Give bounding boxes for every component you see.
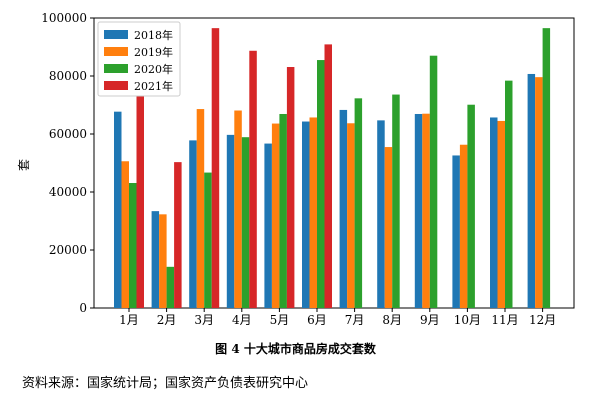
- bar-2019年-6月: [309, 117, 317, 308]
- x-tick-label: 9月: [420, 313, 440, 327]
- bar-2020年-9月: [429, 55, 438, 309]
- x-tick-label: 12月: [529, 313, 556, 327]
- bar-2018年-2月: [151, 211, 160, 308]
- bar-2020年-6月: [317, 60, 325, 308]
- bar-2019年-4月: [234, 110, 242, 308]
- legend-box: [97, 21, 181, 97]
- y-tick-label: 80000: [49, 69, 87, 83]
- bar-2019年-3月: [196, 109, 205, 308]
- bar-2019年-10月: [459, 144, 468, 308]
- bar-2018年-9月: [414, 113, 423, 309]
- x-tick-label: 7月: [345, 313, 365, 327]
- y-axis-ticks: 0 20000 40000 60000 80000 100000: [41, 11, 94, 315]
- bar-2018年-3月: [189, 140, 197, 308]
- y-tick-label: 60000: [49, 127, 87, 141]
- bar-2020年-7月: [354, 98, 363, 308]
- y-tick-label: 20000: [49, 243, 87, 257]
- x-tick-label: 8月: [382, 313, 402, 327]
- bar-2019年-5月: [271, 123, 280, 308]
- y-axis-label: 套: [17, 159, 31, 171]
- bar-2019年-11月: [497, 120, 505, 308]
- bar-2020年-11月: [505, 80, 513, 308]
- x-tick-label: 4月: [232, 313, 252, 327]
- legend-label: 2021年: [134, 79, 173, 93]
- bar-2018年-1月: [114, 111, 122, 308]
- bar-2020年-4月: [241, 137, 250, 308]
- bar-2021年-3月: [211, 28, 220, 309]
- y-tick-label: 100000: [41, 11, 87, 25]
- x-tick-label: 1月: [119, 313, 139, 327]
- bar-2018年-6月: [302, 121, 310, 308]
- y-tick-label: 0: [79, 301, 87, 315]
- legend-swatch: [104, 47, 128, 56]
- figure-caption: 图 4 十大城市商品房成交套数: [215, 342, 376, 356]
- bar-2019年-8月: [384, 147, 393, 308]
- bar-2020年-5月: [279, 113, 287, 309]
- legend: 2018年 2019年 2020年 2021年: [97, 21, 181, 97]
- bar-2019年-2月: [159, 214, 167, 308]
- legend-label: 2018年: [134, 28, 173, 42]
- bar-2018年-10月: [452, 155, 460, 308]
- legend-swatch: [104, 30, 128, 39]
- x-tick-label: 11月: [491, 313, 518, 327]
- bar-2019年-7月: [347, 123, 355, 309]
- x-tick-label: 3月: [194, 313, 214, 327]
- x-tick-label: 5月: [270, 313, 290, 327]
- bar-2021年-6月: [324, 44, 332, 308]
- y-tick-label: 40000: [49, 185, 87, 199]
- bar-2020年-3月: [204, 172, 212, 308]
- bar-2018年-12月: [527, 73, 536, 308]
- bar-2018年-8月: [377, 120, 385, 309]
- x-tick-label: 6月: [307, 313, 327, 327]
- bar-2020年-12月: [542, 28, 551, 309]
- legend-label: 2019年: [134, 45, 173, 59]
- bar-2020年-2月: [166, 266, 175, 308]
- legend-swatch: [104, 81, 128, 90]
- bar-2020年-8月: [392, 94, 400, 308]
- x-tick-label: 2月: [157, 313, 177, 327]
- bar-2021年-1月: [136, 60, 144, 308]
- bar-2019年-1月: [121, 161, 129, 308]
- bars: [114, 28, 551, 309]
- bar-2021年-4月: [249, 50, 257, 309]
- bar-2020年-1月: [129, 183, 137, 308]
- bar-2020年-10月: [467, 104, 475, 309]
- legend-label: 2020年: [134, 62, 173, 76]
- bar-2018年-5月: [264, 143, 272, 308]
- bar-2018年-11月: [490, 117, 498, 308]
- bar-chart: 0 20000 40000 60000 80000 100000 1月 2月 3月 4月 5月 6月…: [17, 11, 575, 327]
- bar-2018年-4月: [226, 134, 235, 308]
- x-axis-ticks: 1月 2月 3月 4月 5月 6月 7月 8月 9月 10月 11月 12月: [119, 308, 556, 327]
- bar-2021年-2月: [174, 162, 182, 308]
- bar-2018年-7月: [339, 109, 348, 309]
- source-note: 资料来源：国家统计局；国家资产负债表研究中心: [22, 376, 309, 391]
- x-tick-label: 10月: [454, 313, 481, 327]
- bar-2019年-12月: [535, 77, 543, 308]
- bar-2019年-9月: [422, 113, 430, 308]
- bar-2021年-5月: [286, 67, 295, 308]
- legend-swatch: [104, 64, 128, 73]
